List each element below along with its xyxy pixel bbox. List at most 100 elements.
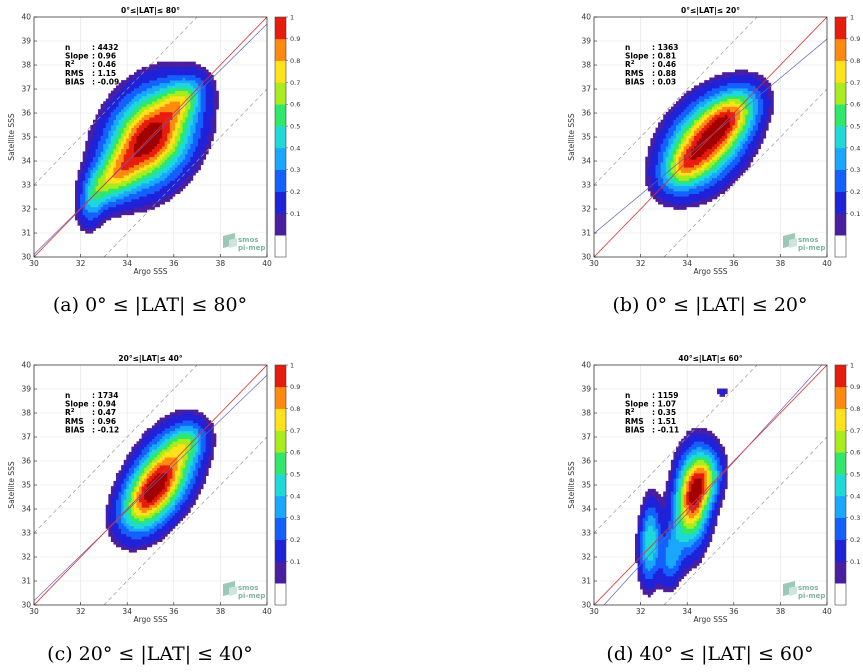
density-cell <box>162 66 166 70</box>
density-cell <box>737 122 741 126</box>
density-cell <box>210 106 214 110</box>
density-cell <box>740 159 743 163</box>
density-cell <box>141 95 145 99</box>
density-cell <box>146 119 150 123</box>
density-cell <box>126 517 130 521</box>
density-cell <box>737 132 741 136</box>
density-cell <box>113 201 117 205</box>
density-cell <box>157 98 160 102</box>
density-cell <box>113 130 117 134</box>
density-cell <box>724 138 728 142</box>
density-cell <box>149 201 153 205</box>
density-cell <box>108 494 112 498</box>
density-cell <box>128 101 132 105</box>
density-cell <box>195 125 199 128</box>
density-cell <box>164 69 168 73</box>
density-cell <box>92 191 96 194</box>
density-cell <box>213 80 217 84</box>
density-cell <box>85 167 89 171</box>
density-cell <box>696 101 700 105</box>
density-cell <box>167 180 171 184</box>
density-cell <box>683 204 687 208</box>
density-cell <box>139 77 142 81</box>
density-cell <box>652 172 656 176</box>
density-cell <box>118 169 122 173</box>
density-cell <box>701 119 705 123</box>
density-cell <box>203 146 207 150</box>
density-cell <box>100 114 104 118</box>
density-cell <box>162 111 166 115</box>
density-cell <box>676 143 679 147</box>
density-cell <box>131 98 135 102</box>
density-cell <box>95 119 99 123</box>
density-cell <box>681 101 685 105</box>
density-cell <box>118 494 122 498</box>
density-cell <box>182 103 186 107</box>
density-cell <box>154 177 158 181</box>
density-cell <box>765 119 769 123</box>
density-cell <box>180 169 183 173</box>
density-cell <box>742 138 746 142</box>
density-cell <box>185 125 189 128</box>
density-cell <box>747 132 751 136</box>
density-cell <box>750 146 754 150</box>
density-cell <box>110 528 114 532</box>
density-cell <box>128 125 132 128</box>
density-cell <box>673 167 677 171</box>
density-cell <box>678 98 682 102</box>
density-cell <box>195 146 199 150</box>
density-cell <box>763 106 767 110</box>
density-cell <box>149 193 153 197</box>
density-cell <box>678 148 682 152</box>
density-cell <box>110 491 114 495</box>
density-cell <box>144 88 148 92</box>
density-cell <box>719 130 723 134</box>
density-cell <box>162 72 166 76</box>
density-cell <box>665 119 669 123</box>
density-cell <box>737 148 741 152</box>
density-cell <box>770 111 774 115</box>
density-cell <box>658 193 661 197</box>
density-cell <box>169 188 173 192</box>
density-cell <box>740 106 743 110</box>
density-cell <box>678 172 682 176</box>
density-cell <box>144 74 148 78</box>
density-cell <box>750 72 754 76</box>
density-cell <box>699 106 702 110</box>
density-cell <box>85 159 89 163</box>
density-cell <box>709 119 713 123</box>
density-cell <box>655 172 659 176</box>
density-cell <box>205 80 209 84</box>
density-cell <box>105 509 109 513</box>
density-cell <box>724 140 728 144</box>
density-cell <box>745 127 749 131</box>
density-cell <box>82 156 86 160</box>
density-cell <box>128 549 132 553</box>
density-cell <box>144 90 148 94</box>
density-cell <box>100 220 104 224</box>
density-cell <box>108 138 112 142</box>
density-cell <box>92 125 96 128</box>
density-cell <box>683 159 687 163</box>
density-cell <box>133 517 137 521</box>
density-cell <box>90 159 94 163</box>
density-cell <box>673 103 677 107</box>
x-tick-label: 32 <box>76 259 86 268</box>
density-cell <box>190 72 194 76</box>
density-cell <box>162 180 166 184</box>
density-cell <box>729 132 733 136</box>
density-cell <box>758 90 761 94</box>
density-cell <box>686 191 690 194</box>
density-cell <box>719 151 723 155</box>
density-cell <box>100 125 104 128</box>
density-cell <box>121 465 125 469</box>
density-cell <box>198 82 201 86</box>
density-cell <box>683 98 687 102</box>
density-cell <box>195 127 199 131</box>
density-cell <box>758 114 761 118</box>
density-cell <box>141 74 145 78</box>
density-cell <box>128 465 132 469</box>
density-cell <box>727 111 731 115</box>
density-cell <box>729 93 733 97</box>
density-cell <box>154 175 158 179</box>
